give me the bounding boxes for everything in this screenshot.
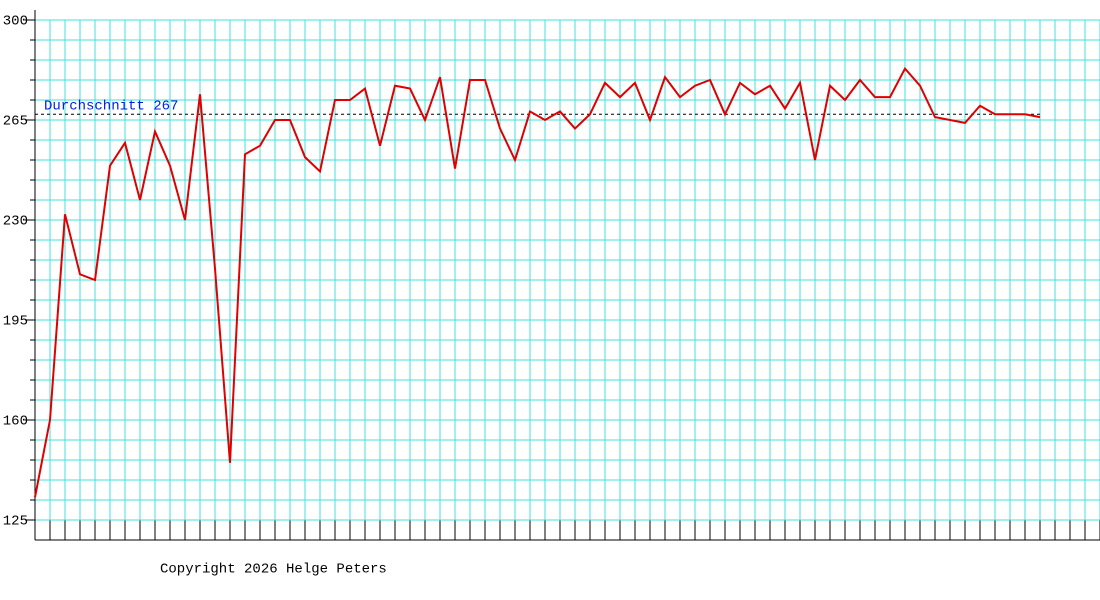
y-tick-label: 230 (3, 214, 28, 230)
y-tick-label: 195 (3, 314, 28, 330)
footer: Copyright 2026 Helge Peters (160, 562, 387, 578)
y-tick-label: 300 (3, 14, 28, 30)
data-line (34, 66, 1041, 498)
average-label-text: Durchschnitt (44, 98, 145, 114)
average-label: Durchschnitt 267 (44, 98, 178, 114)
average-value: 267 (153, 98, 178, 114)
y-tick-label: 265 (3, 114, 28, 130)
y-tick-label: 125 (3, 514, 28, 530)
y-tick-label: 160 (3, 414, 28, 430)
